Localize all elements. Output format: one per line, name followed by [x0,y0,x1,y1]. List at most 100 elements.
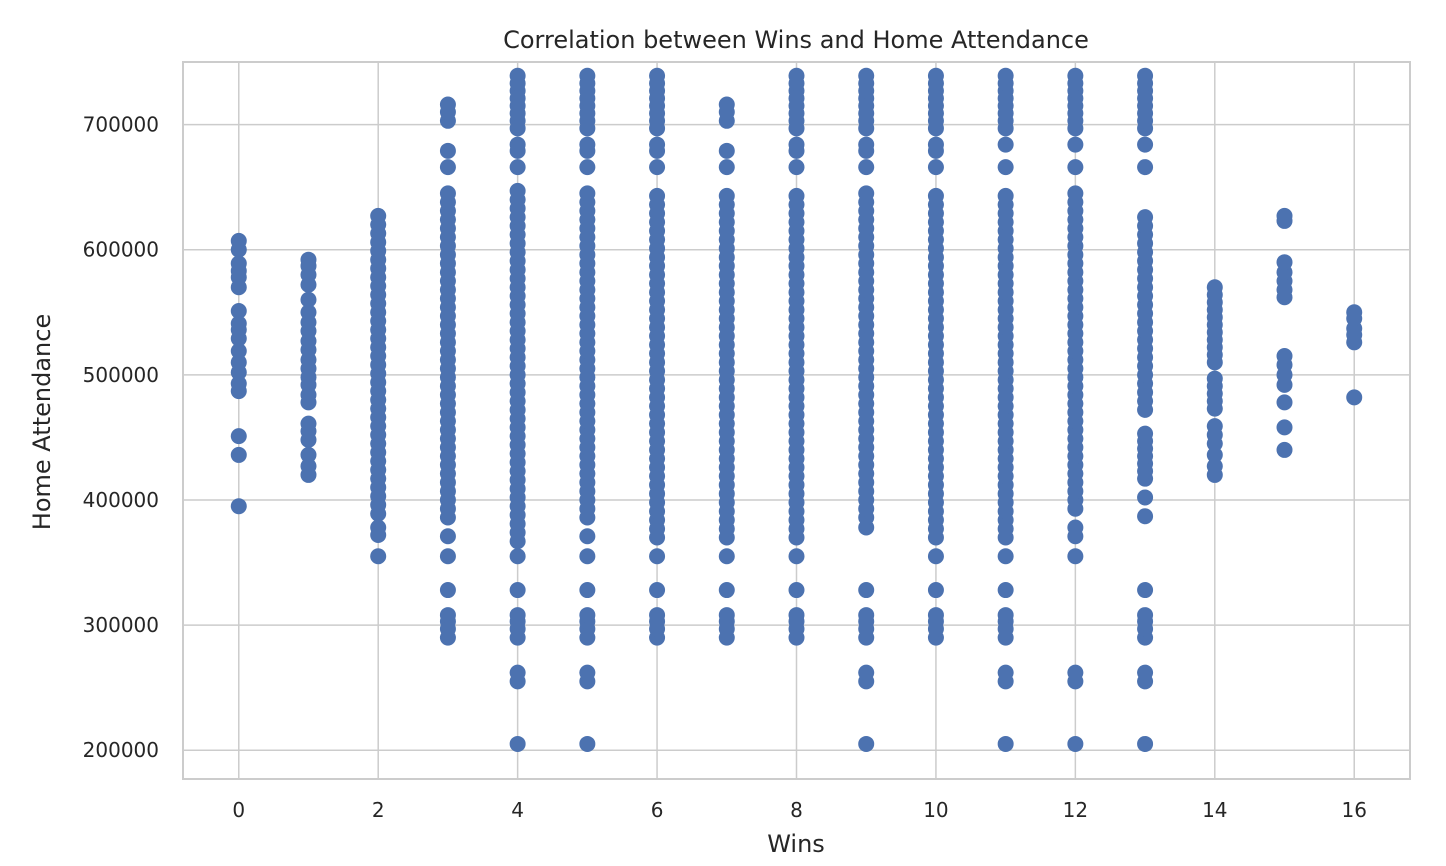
scatter-point [1067,185,1084,202]
scatter-point [579,664,596,681]
scatter-point [1067,67,1084,84]
scatter-point [230,255,247,272]
scatter-point [509,735,526,752]
scatter-point [1137,664,1154,681]
scatter-point [1137,136,1154,153]
scatter-point [1067,136,1084,153]
scatter-point [997,67,1014,84]
y-tick-label: 700000 [83,113,159,137]
x-axis-label: Wins [767,830,825,858]
scatter-point [370,548,387,565]
scatter-point [230,428,247,445]
scatter-point [1137,735,1154,752]
scatter-point [1137,209,1154,226]
scatter-point [858,67,875,84]
scatter-point [509,548,526,565]
scatter-point [1067,664,1084,681]
scatter-point [718,607,735,624]
scatter-point [300,415,317,432]
scatter-point [858,607,875,624]
scatter-point [1137,489,1154,506]
scatter-point [1276,419,1293,436]
scatter-point [230,446,247,463]
scatter-point [1137,508,1154,525]
scatter-point [1137,159,1154,176]
x-tick-label: 10 [923,798,948,822]
scatter-point [1346,304,1363,321]
scatter-point [649,187,666,204]
scatter-point [1067,548,1084,565]
scatter-point [1206,279,1223,296]
scatter-point [230,498,247,515]
scatter-point [439,185,456,202]
scatter-point [649,582,666,599]
scatter-point [1346,389,1363,406]
scatter-point [439,96,456,113]
scatter-point [300,251,317,268]
scatter-point [718,548,735,565]
scatter-point [718,142,735,159]
scatter-point [997,136,1014,153]
x-tick-label: 0 [232,798,245,822]
scatter-point [858,664,875,681]
scatter-point [579,528,596,545]
scatter-point [788,607,805,624]
scatter-point [788,187,805,204]
chart-title: Correlation between Wins and Home Attend… [503,26,1089,54]
scatter-point [997,607,1014,624]
scatter-point [1276,254,1293,271]
x-tick-label: 4 [511,798,524,822]
scatter-point [1137,607,1154,624]
y-axis-label: Home Attendance [28,314,56,530]
scatter-point [858,159,875,176]
scatter-point [649,136,666,153]
scatter-point [1276,207,1293,224]
y-tick-labels: 200000 300000 400000 500000 600000 700000 [83,113,159,763]
scatter-point [927,582,944,599]
scatter-point [1206,458,1223,475]
scatter-point [1067,735,1084,752]
scatter-point [509,582,526,599]
scatter-point [579,607,596,624]
y-tick-label: 200000 [83,738,159,762]
scatter-point [858,582,875,599]
scatter-point [649,67,666,84]
scatter-point [1276,441,1293,458]
scatter-point [230,375,247,392]
scatter-point [579,582,596,599]
scatter-point [579,67,596,84]
scatter-point [997,735,1014,752]
scatter-point [718,582,735,599]
scatter-point [1137,425,1154,442]
scatter-point [788,136,805,153]
x-tick-label: 14 [1202,798,1227,822]
scatter-point [788,548,805,565]
x-tick-label: 12 [1063,798,1088,822]
scatter-point [439,548,456,565]
scatter-point [579,159,596,176]
scatter-point [858,735,875,752]
x-tick-label: 6 [651,798,664,822]
scatter-point [858,185,875,202]
scatter-point [788,582,805,599]
scatter-point [300,446,317,463]
scatter-point [927,548,944,565]
scatter-point [509,607,526,624]
scatter-point [718,96,735,113]
scatter-point [230,354,247,371]
x-tick-label: 8 [790,798,803,822]
scatter-point [370,207,387,224]
scatter-point [997,664,1014,681]
scatter-point [509,159,526,176]
scatter-point [649,548,666,565]
scatter-point [927,136,944,153]
scatter-point [1206,370,1223,387]
scatter-point [439,142,456,159]
x-tick-label: 16 [1342,798,1367,822]
scatter-point [1206,446,1223,463]
scatter-point [649,159,666,176]
scatter-point [370,519,387,536]
y-tick-label: 600000 [83,238,159,262]
scatter-point [439,159,456,176]
